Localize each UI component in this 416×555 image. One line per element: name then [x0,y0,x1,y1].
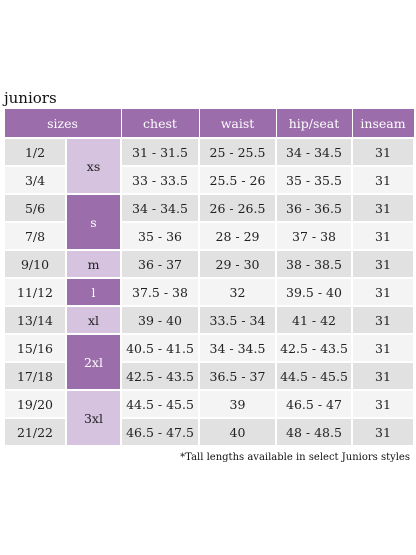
hip-cell: 35 - 35.5 [275,165,353,195]
letter-size-cell: m [65,249,122,279]
hip-cell: 48 - 48.5 [275,417,353,447]
hip-cell: 44.5 - 45.5 [275,361,353,391]
hip-cell: 36 - 36.5 [275,193,353,223]
chest-cell: 34 - 34.5 [120,193,200,223]
numeric-size-cell: 9/10 [3,249,67,279]
footnote: *Tall lengths available in select Junior… [180,452,410,463]
table-row: 1/2 xs 31 - 31.5 25 - 25.5 34 - 34.5 31 [3,137,415,195]
table-row: 11/12 l 37.5 - 38 32 39.5 - 40 31 [3,277,415,307]
letter-size-cell: 3xl [65,389,122,447]
chest-cell: 44.5 - 45.5 [120,389,200,419]
waist-cell: 25.5 - 26 [198,165,277,195]
table-row: 7/8 35 - 36 28 - 29 37 - 38 31 [3,221,415,251]
numeric-size-cell: 13/14 [3,305,67,335]
chest-cell: 37.5 - 38 [120,277,200,307]
header-inseam: inseam [351,109,415,138]
inseam-cell: 31 [351,333,415,363]
table-row: 5/6 s 34 - 34.5 26 - 26.5 36 - 36.5 31 [3,193,415,251]
chest-cell: 36 - 37 [120,249,200,279]
inseam-cell: 31 [351,361,415,391]
chest-cell: 40.5 - 41.5 [120,333,200,363]
letter-size-cell: 2xl [65,333,122,391]
letter-size-cell: xs [65,137,122,195]
numeric-size-cell: 17/18 [3,361,67,391]
chest-cell: 42.5 - 43.5 [120,361,200,391]
inseam-cell: 31 [351,389,415,419]
hip-cell: 42.5 - 43.5 [275,333,353,363]
hip-cell: 39.5 - 40 [275,277,353,307]
table-row: 21/22 46.5 - 47.5 40 48 - 48.5 31 [3,417,415,447]
table-header-row: sizes chest waist hip/seat inseam [3,109,415,138]
page-title: juniors [4,89,57,107]
numeric-size-cell: 1/2 [3,137,67,167]
hip-cell: 46.5 - 47 [275,389,353,419]
header-waist: waist [198,109,277,138]
waist-cell: 40 [198,417,277,447]
inseam-cell: 31 [351,137,415,167]
table-row: 17/18 42.5 - 43.5 36.5 - 37 44.5 - 45.5 … [3,361,415,391]
numeric-size-cell: 5/6 [3,193,67,223]
inseam-cell: 31 [351,221,415,251]
chest-cell: 33 - 33.5 [120,165,200,195]
table-row: 13/14 xl 39 - 40 33.5 - 34 41 - 42 31 [3,305,415,335]
inseam-cell: 31 [351,305,415,335]
header-chest: chest [120,109,200,138]
chest-cell: 35 - 36 [120,221,200,251]
size-chart-table: sizes chest waist hip/seat inseam 1/2 xs… [3,109,415,447]
inseam-cell: 31 [351,277,415,307]
hip-cell: 38 - 38.5 [275,249,353,279]
waist-cell: 28 - 29 [198,221,277,251]
hip-cell: 34 - 34.5 [275,137,353,167]
inseam-cell: 31 [351,417,415,447]
chest-cell: 39 - 40 [120,305,200,335]
table-row: 19/20 3xl 44.5 - 45.5 39 46.5 - 47 31 [3,389,415,447]
inseam-cell: 31 [351,193,415,223]
waist-cell: 33.5 - 34 [198,305,277,335]
numeric-size-cell: 7/8 [3,221,67,251]
waist-cell: 32 [198,277,277,307]
letter-size-cell: s [65,193,122,251]
waist-cell: 26 - 26.5 [198,193,277,223]
numeric-size-cell: 19/20 [3,389,67,419]
waist-cell: 25 - 25.5 [198,137,277,167]
table-row: 3/4 33 - 33.5 25.5 - 26 35 - 35.5 31 [3,165,415,195]
waist-cell: 39 [198,389,277,419]
inseam-cell: 31 [351,249,415,279]
waist-cell: 36.5 - 37 [198,361,277,391]
numeric-size-cell: 11/12 [3,277,67,307]
table-row: 9/10 m 36 - 37 29 - 30 38 - 38.5 31 [3,249,415,279]
header-hip-seat: hip/seat [275,109,353,138]
numeric-size-cell: 3/4 [3,165,67,195]
numeric-size-cell: 15/16 [3,333,67,363]
hip-cell: 37 - 38 [275,221,353,251]
letter-size-cell: l [65,277,122,307]
waist-cell: 34 - 34.5 [198,333,277,363]
inseam-cell: 31 [351,165,415,195]
header-sizes: sizes [3,109,122,138]
hip-cell: 41 - 42 [275,305,353,335]
letter-size-cell: xl [65,305,122,335]
numeric-size-cell: 21/22 [3,417,67,447]
waist-cell: 29 - 30 [198,249,277,279]
chest-cell: 31 - 31.5 [120,137,200,167]
table-row: 15/16 2xl 40.5 - 41.5 34 - 34.5 42.5 - 4… [3,333,415,391]
chest-cell: 46.5 - 47.5 [120,417,200,447]
